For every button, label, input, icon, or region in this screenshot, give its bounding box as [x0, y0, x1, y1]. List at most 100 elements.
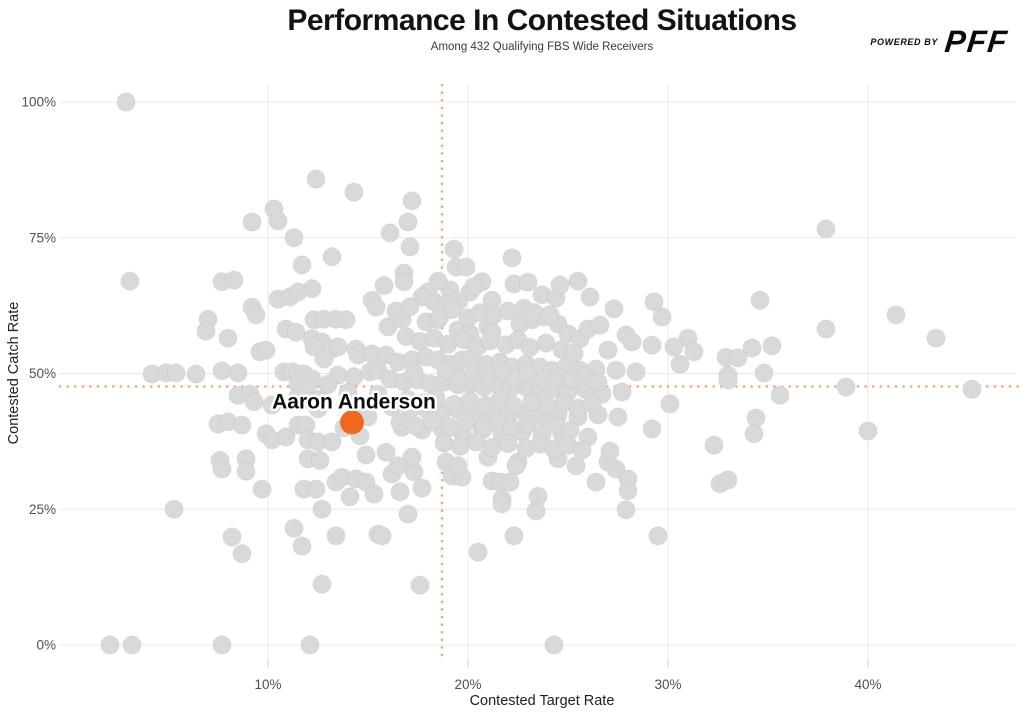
data-point	[466, 432, 486, 452]
data-point	[292, 536, 312, 556]
data-point	[544, 635, 564, 655]
data-point	[340, 487, 360, 507]
data-point	[586, 472, 606, 492]
data-point	[398, 504, 418, 524]
data-point	[390, 412, 410, 432]
data-point	[426, 388, 446, 408]
highlight-label: Aaron Anderson	[272, 390, 436, 413]
y-tick-label: 50%	[29, 366, 56, 381]
x-tick-label: 10%	[254, 677, 281, 692]
data-point	[368, 384, 388, 404]
data-point	[306, 169, 326, 189]
data-point	[456, 412, 476, 432]
data-point	[502, 248, 522, 268]
data-point	[744, 424, 764, 444]
data-point	[244, 392, 264, 412]
data-point	[664, 337, 684, 357]
chart-title: Performance In Contested Situations	[287, 4, 797, 37]
data-point	[518, 272, 538, 292]
data-point	[590, 315, 610, 335]
data-point	[328, 337, 348, 357]
data-point	[400, 297, 420, 317]
data-point	[374, 276, 394, 296]
data-point	[402, 447, 422, 467]
data-point	[518, 414, 538, 434]
data-point	[304, 337, 324, 357]
data-point	[886, 305, 906, 325]
data-point	[718, 370, 738, 390]
data-point	[540, 305, 560, 325]
data-point	[338, 383, 358, 403]
data-point	[164, 499, 184, 519]
data-point	[564, 343, 584, 363]
data-point	[312, 499, 332, 519]
data-point	[404, 362, 424, 382]
data-point	[318, 374, 338, 394]
data-point	[196, 321, 216, 341]
data-point	[504, 396, 524, 416]
data-point	[256, 340, 276, 360]
data-point	[482, 437, 502, 457]
data-point	[224, 270, 244, 290]
data-point	[836, 377, 856, 397]
y-axis-title: Contested Catch Rate	[6, 301, 22, 445]
data-point	[644, 292, 664, 312]
data-point	[242, 212, 262, 232]
data-point	[268, 211, 288, 231]
data-point	[376, 442, 396, 462]
data-point	[448, 456, 468, 476]
x-tick-label: 40%	[854, 677, 881, 692]
data-point	[572, 440, 592, 460]
data-point	[642, 419, 662, 439]
data-point	[252, 479, 272, 499]
data-point	[380, 223, 400, 243]
data-point	[616, 500, 636, 520]
data-point	[262, 395, 282, 415]
x-axis-title: Contested Target Rate	[469, 693, 615, 709]
data-point	[444, 394, 464, 414]
data-point	[434, 433, 454, 453]
data-point	[618, 481, 638, 501]
data-point	[284, 228, 304, 248]
data-point	[308, 399, 328, 419]
data-point	[388, 456, 408, 476]
data-point	[582, 394, 602, 414]
data-point	[518, 365, 538, 385]
data-point	[770, 385, 790, 405]
data-point	[498, 434, 518, 454]
chart-subtitle: Among 432 Qualifying FBS Wide Receivers	[430, 41, 654, 53]
data-point	[460, 391, 480, 411]
data-point	[402, 191, 422, 211]
data-point	[326, 526, 346, 546]
data-point	[306, 479, 326, 499]
data-point	[598, 340, 618, 360]
data-point	[926, 328, 946, 348]
data-point	[366, 297, 386, 317]
data-point	[286, 322, 306, 342]
data-point	[568, 271, 588, 291]
data-point	[642, 335, 662, 355]
data-point	[186, 364, 206, 384]
data-point	[504, 526, 524, 546]
data-point	[526, 501, 546, 521]
data-point	[464, 277, 484, 297]
axis-ticks: 0% 25% 50% 75% 100% 10% 20% 30% 40%	[21, 95, 881, 693]
data-point	[336, 310, 356, 330]
data-point	[612, 382, 632, 402]
data-point	[588, 372, 608, 392]
data-point	[390, 482, 410, 502]
data-point	[246, 305, 266, 325]
y-tick-label: 0%	[36, 638, 56, 653]
data-point	[608, 407, 628, 427]
highlight-point	[340, 410, 364, 435]
x-tick-label: 30%	[654, 677, 681, 692]
data-point	[478, 366, 498, 386]
data-point	[122, 635, 142, 655]
data-point	[378, 317, 398, 337]
data-point	[312, 574, 332, 594]
data-point	[684, 342, 704, 362]
data-point	[670, 354, 690, 374]
data-point	[232, 415, 252, 435]
data-point	[754, 363, 774, 383]
